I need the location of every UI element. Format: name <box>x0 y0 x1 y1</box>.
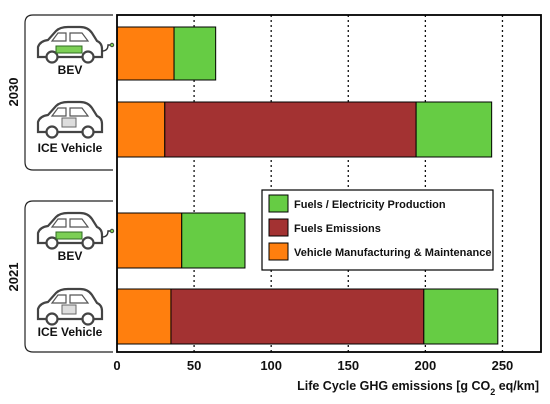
bar-2021-ice-vehicle-manufacturing <box>116 288 172 345</box>
plot-frame <box>116 14 542 353</box>
x-tick-label-150: 150 <box>337 358 359 373</box>
legend-label-manufacturing: Vehicle Manufacturing & Maintenance <box>294 247 491 259</box>
bar-2021-bev-production <box>181 212 246 269</box>
car-wheel-shape <box>81 125 95 139</box>
car-wheel-shape <box>81 312 95 326</box>
car-wheel-shape <box>45 236 59 250</box>
bar-2030-bev-production <box>173 26 217 81</box>
legend-box <box>261 189 494 271</box>
bar-series <box>116 26 499 345</box>
x-axis-ticks: 0 50 100 150 200 250 <box>113 358 513 373</box>
car-window-shape <box>50 218 90 228</box>
engine-block-shape <box>61 304 77 315</box>
bar-2021-bev-manufacturing <box>116 212 183 269</box>
group-label-2021: 2021 <box>6 263 21 292</box>
engine-block-shape <box>61 117 77 128</box>
car-wheel-shape <box>45 312 59 326</box>
bar-2030-ice-vehicle-fuel_emissions <box>164 101 417 158</box>
car-wheel-shape <box>81 236 95 250</box>
legend-swatch-manufacturing <box>268 242 289 261</box>
legend-label-production: Fuels / Electricity Production <box>294 199 446 211</box>
car-body-shape <box>36 287 104 321</box>
combustion-car-icon <box>36 100 104 139</box>
bar-2021-ice-vehicle-production <box>423 288 499 345</box>
legend: Fuels / Electricity Production Fuels Emis… <box>261 189 494 271</box>
combustion-car-icon <box>36 287 104 326</box>
car-window-shape <box>50 294 90 304</box>
row-label: ICE Vehicle <box>38 141 103 155</box>
row-label: BEV <box>58 63 83 77</box>
car-body-shape <box>36 25 104 59</box>
x-tick-label-250: 250 <box>492 358 514 373</box>
group-label-2030: 2030 <box>6 78 21 107</box>
bar-2030-ice-vehicle-production <box>415 101 493 158</box>
row-label: BEV <box>58 249 83 263</box>
charging-plug-shape <box>109 228 115 234</box>
electric-car-icon <box>36 25 115 64</box>
x-tick-label-200: 200 <box>415 358 437 373</box>
x-tick-label-100: 100 <box>260 358 282 373</box>
x-axis-label: Life Cycle GHG emissions [g CO2 eq/km] <box>297 379 539 397</box>
bar-2030-ice-vehicle-manufacturing <box>116 101 166 158</box>
legend-label-fuel_emissions: Fuels Emissions <box>294 223 381 235</box>
x-tick-label-0: 0 <box>113 358 120 373</box>
year-bracket <box>24 200 113 353</box>
row-label: ICE Vehicle <box>38 325 103 339</box>
year-groups: 2030 2021 <box>6 14 113 353</box>
car-wheel-shape <box>45 50 59 64</box>
car-body-shape <box>36 100 104 134</box>
charging-cable-shape <box>101 230 111 238</box>
legend-swatch-fuel_emissions <box>268 218 289 237</box>
car-wheel-shape <box>45 125 59 139</box>
row-labels: BEV ICE Vehicle BEV ICE Vehicle <box>36 25 115 339</box>
electric-car-icon <box>36 211 115 250</box>
legend-swatch-production <box>268 194 289 213</box>
bar-2030-bev-manufacturing <box>116 26 175 81</box>
year-bracket <box>24 14 113 171</box>
car-wheel-shape <box>81 50 95 64</box>
battery-pack-shape <box>55 45 83 54</box>
battery-pack-shape <box>55 231 83 240</box>
x-tick-label-50: 50 <box>187 358 201 373</box>
car-window-shape <box>50 107 90 117</box>
bar-2021-ice-vehicle-fuel_emissions <box>170 288 425 345</box>
charging-plug-shape <box>109 42 115 48</box>
car-window-shape <box>50 32 90 42</box>
charging-cable-shape <box>101 44 111 52</box>
car-body-shape <box>36 211 104 245</box>
